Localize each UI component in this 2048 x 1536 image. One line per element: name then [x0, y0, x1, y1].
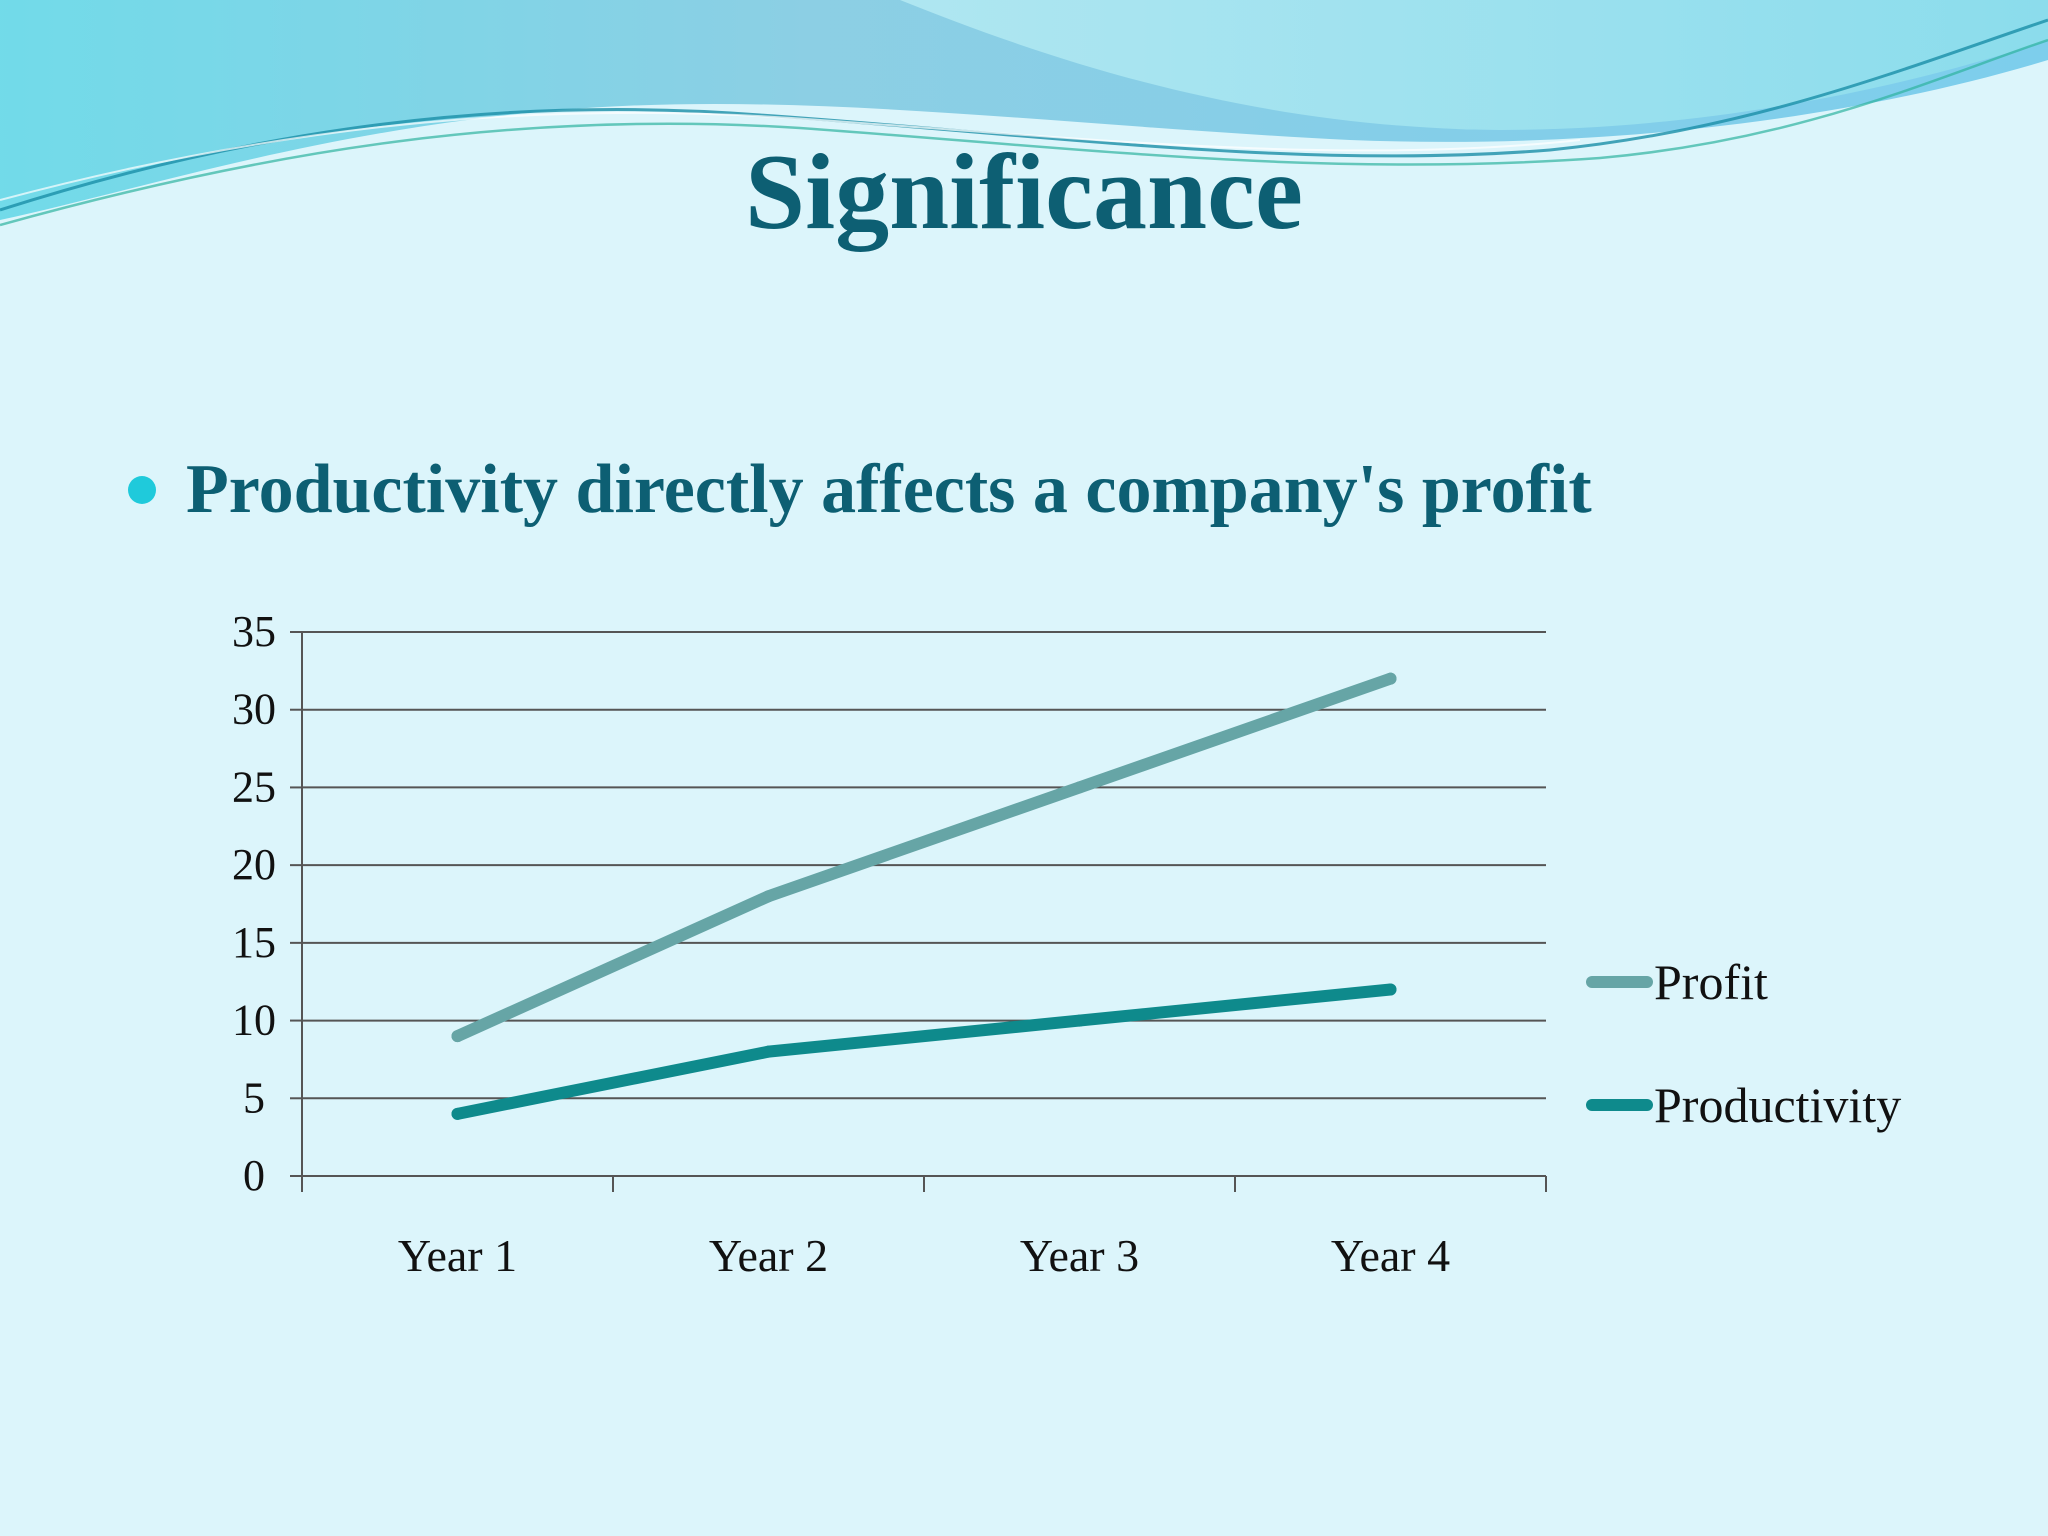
x-tick-label: Year 1	[398, 1230, 517, 1281]
y-tick-label: 15	[232, 918, 276, 967]
chart-gridlines	[302, 631, 1546, 1100]
slide-title: Significance	[745, 133, 1303, 252]
bullet-text: Productivity directly affects a company'…	[186, 451, 1592, 528]
y-tick-label: 20	[232, 840, 276, 889]
data-point-productivity	[762, 1045, 775, 1058]
data-point-profit	[1384, 672, 1397, 685]
y-tick-label: 10	[232, 996, 276, 1045]
series-line-productivity	[451, 983, 1397, 1120]
bullet-point: Productivity directly affects a company'…	[128, 448, 1592, 532]
chart-labels: 0 5 10 15 20 25 30 35 Year 1 Year 2 Year 3 Year 4	[232, 607, 1450, 1281]
x-tick-label: Year 3	[1020, 1230, 1139, 1281]
y-tick-label: 35	[232, 607, 276, 656]
chart-series	[451, 672, 1397, 1120]
y-tick-label: 25	[232, 762, 276, 811]
series-line-profit	[451, 672, 1397, 1043]
legend-label: Productivity	[1654, 1077, 1901, 1133]
data-point-productivity	[1073, 1014, 1086, 1027]
bullet-dot-icon	[128, 476, 156, 504]
y-tick-label: 0	[243, 1151, 265, 1200]
data-point-productivity	[1384, 983, 1397, 996]
data-point-productivity	[451, 1107, 464, 1120]
chart-legend: Profit Productivity	[1586, 954, 1901, 1133]
y-tick-label: 5	[243, 1073, 265, 1122]
data-point-profit	[762, 890, 775, 903]
data-point-profit	[1073, 781, 1086, 794]
legend-label: Profit	[1654, 954, 1768, 1010]
x-tick-label: Year 4	[1331, 1230, 1450, 1281]
chart-axes	[290, 631, 1547, 1192]
y-tick-label: 30	[232, 685, 276, 734]
x-tick-label: Year 2	[709, 1230, 828, 1281]
data-point-profit	[451, 1030, 464, 1043]
